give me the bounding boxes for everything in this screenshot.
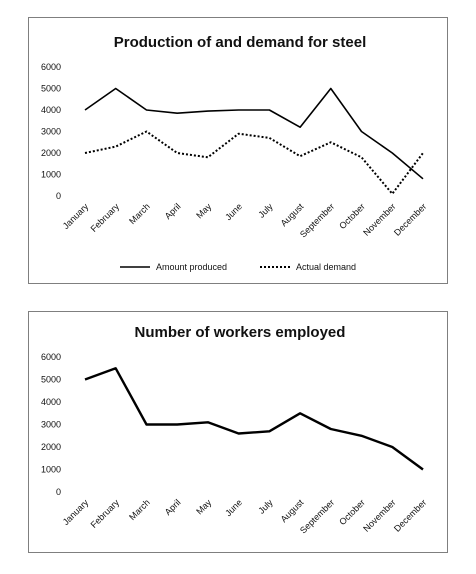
legend-actual-demand-label: Actual demand: [296, 262, 356, 272]
steel-y-tick-label: 4000: [41, 105, 61, 115]
workers-x-tick-label: January: [61, 497, 91, 527]
workers-y-tick-label: 6000: [41, 352, 61, 362]
workers-x-tick-label: October: [337, 497, 367, 527]
steel-y-tick-label: 1000: [41, 170, 61, 180]
workers-y-tick-label: 0: [56, 487, 61, 497]
steel-series-amount-produced-line: [84, 87, 424, 180]
steel-y-tick-label: 0: [56, 191, 61, 201]
workers-x-tick-label: May: [194, 497, 213, 516]
steel-y-tick-label: 3000: [41, 127, 61, 137]
steel-series-actual-demand-line: [84, 130, 424, 195]
workers-x-tick-label: April: [163, 497, 183, 517]
steel-y-tick-label: 5000: [41, 84, 61, 94]
workers-series-workers-line: [84, 367, 424, 471]
workers-chart-panel: [28, 311, 448, 553]
workers-x-tick-label: June: [223, 497, 244, 518]
workers-x-tick-label: February: [89, 497, 122, 530]
workers-x-tick-label: August: [279, 497, 306, 524]
legend-amount-produced-label: Amount produced: [156, 262, 227, 272]
workers-chart-title: Number of workers employed: [135, 324, 346, 341]
workers-x-tick-label: July: [256, 497, 275, 516]
steel-chart-title: Production of and demand for steel: [114, 34, 367, 51]
workers-y-tick-label: 3000: [41, 420, 61, 430]
workers-y-tick-label: 1000: [41, 465, 61, 475]
workers-y-tick-label: 5000: [41, 375, 61, 385]
workers-x-tick-label: December: [392, 497, 428, 533]
workers-y-tick-label: 2000: [41, 442, 61, 452]
steel-y-tick-label: 2000: [41, 148, 61, 158]
steel-y-tick-label: 6000: [41, 62, 61, 72]
workers-x-tick-label: March: [127, 497, 152, 522]
workers-y-tick-label: 4000: [41, 397, 61, 407]
